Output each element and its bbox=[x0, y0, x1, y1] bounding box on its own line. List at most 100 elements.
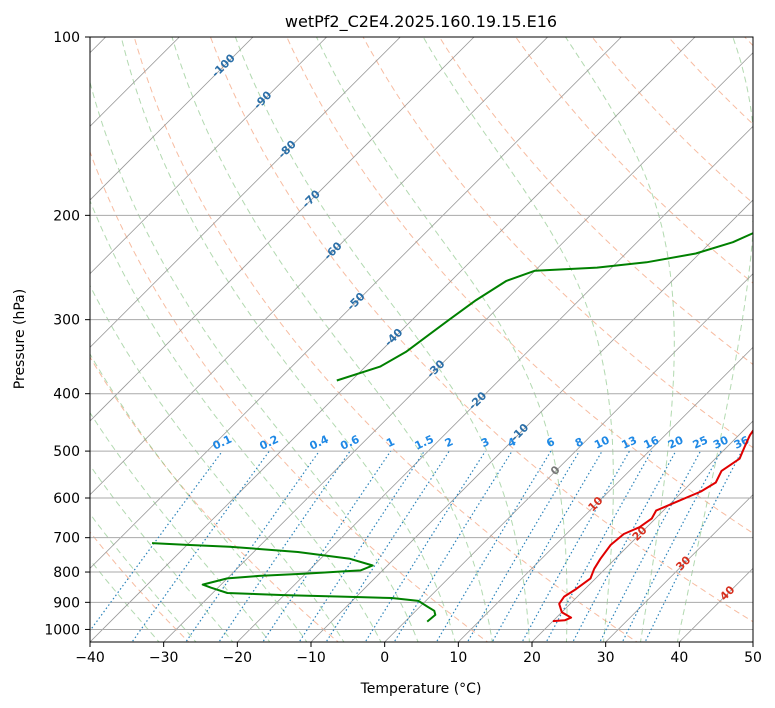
isotherm-label: -60 bbox=[321, 239, 344, 262]
y-tick-label: 700 bbox=[53, 531, 80, 547]
isotherm-label: -100 bbox=[209, 51, 238, 80]
x-axis: −40 −30 −20 −10 0 10 20 30 40 50 bbox=[75, 642, 762, 666]
mixing-ratio-labels: 0.1 0.2 0.4 0.6 1 1.5 2 3 4 6 8 10 13 16 20 25 30 36 bbox=[211, 433, 752, 453]
isotherm-line bbox=[678, 567, 753, 642]
mixing-ratio-label: 3 bbox=[479, 435, 491, 450]
isotherm-line bbox=[90, 37, 254, 201]
y-tick-label: 300 bbox=[53, 313, 80, 329]
moist-adiabat bbox=[90, 513, 197, 642]
moist-adiabat bbox=[90, 80, 419, 642]
chart-title: wetPf2_C2E4.2025.160.19.15.E16 bbox=[285, 12, 557, 32]
isotherm-label: -50 bbox=[344, 290, 367, 313]
y-tick-label: 900 bbox=[53, 595, 80, 611]
mixing-ratio-line bbox=[325, 450, 450, 642]
x-tick-label: 10 bbox=[449, 650, 467, 666]
isotherm-line bbox=[605, 494, 753, 642]
x-tick-label: −20 bbox=[223, 650, 253, 666]
moist-adiabat bbox=[565, 37, 675, 642]
x-tick-label: −30 bbox=[149, 650, 179, 666]
isotherm-label: -70 bbox=[300, 187, 323, 210]
y-tick-label: 400 bbox=[53, 387, 80, 403]
y-axis: 1000 900 800 700 600 500 400 300 200 100 bbox=[44, 30, 90, 638]
mixing-ratio-label: 36 bbox=[732, 433, 752, 451]
mixing-ratio-line bbox=[466, 450, 580, 642]
isotherm-label: 40 bbox=[717, 583, 737, 603]
dry-adiabat bbox=[133, 37, 638, 642]
dry-adiabat bbox=[438, 37, 753, 366]
moist-adiabat bbox=[90, 199, 382, 642]
dry-adiabat bbox=[90, 531, 190, 642]
mixing-ratio-line bbox=[131, 450, 270, 642]
mixing-ratio-line bbox=[599, 450, 702, 642]
moist-adiabat bbox=[90, 284, 345, 642]
y-tick-label: 100 bbox=[53, 30, 80, 46]
mixing-ratio-line bbox=[393, 450, 513, 642]
mixing-ratio-line bbox=[435, 450, 552, 642]
mixing-ratio-label: 0.4 bbox=[307, 433, 330, 453]
isotherm-label: -40 bbox=[382, 326, 405, 349]
mixing-ratio-label: 30 bbox=[711, 433, 731, 451]
mixing-ratio-line bbox=[90, 450, 223, 632]
mixing-ratio-label: 16 bbox=[642, 433, 662, 451]
background-lines bbox=[90, 37, 753, 642]
y-tick-label: 800 bbox=[53, 565, 80, 581]
x-tick-label: −40 bbox=[75, 650, 105, 666]
mixing-ratio-line bbox=[644, 450, 743, 642]
x-axis-label: Temperature (°C) bbox=[360, 681, 482, 697]
mixing-ratio-label: 13 bbox=[620, 434, 639, 452]
isotherm-line bbox=[457, 346, 753, 642]
x-tick-label: 40 bbox=[670, 650, 688, 666]
dry-adiabat bbox=[515, 37, 753, 284]
mixing-ratio-line bbox=[185, 450, 320, 642]
mixing-ratio-line bbox=[621, 450, 722, 642]
isotherm-line bbox=[236, 125, 753, 642]
mixing-ratio-label: 20 bbox=[666, 433, 686, 451]
dry-adiabat bbox=[286, 37, 753, 534]
profile-series-1 bbox=[151, 542, 437, 623]
y-tick-label: 1000 bbox=[44, 622, 80, 638]
isotherm-label: -80 bbox=[276, 138, 299, 161]
isotherm-line bbox=[310, 199, 753, 642]
isotherm-line bbox=[90, 37, 328, 275]
profile-series-2 bbox=[336, 220, 753, 382]
plot-frame bbox=[89, 36, 754, 643]
moist-adiabat bbox=[90, 464, 234, 642]
isotherm-line bbox=[90, 37, 180, 127]
sounding-profiles bbox=[151, 220, 753, 623]
x-tick-label: 20 bbox=[523, 650, 541, 666]
mixing-ratio-label: 1.5 bbox=[413, 433, 436, 453]
isotherm-label: 0 bbox=[548, 463, 563, 478]
dry-adiabat bbox=[90, 150, 489, 642]
y-tick-label: 200 bbox=[53, 208, 80, 224]
isotherm-line bbox=[163, 52, 753, 642]
isotherm-line bbox=[90, 37, 549, 496]
isotherm-line bbox=[90, 37, 475, 422]
y-tick-label: 600 bbox=[53, 491, 80, 507]
mixing-ratio-label: 25 bbox=[691, 434, 710, 452]
isotherm-line bbox=[752, 641, 753, 642]
profile-series-0 bbox=[552, 428, 753, 623]
isotherm-line bbox=[531, 420, 753, 642]
mixing-ratio-line bbox=[298, 450, 425, 642]
isotherm-label: 30 bbox=[673, 553, 693, 573]
x-tick-label: 50 bbox=[744, 650, 762, 666]
moist-adiabat bbox=[316, 37, 568, 642]
y-axis-label: Pressure (hPa) bbox=[12, 289, 28, 389]
x-tick-label: 30 bbox=[597, 650, 615, 666]
mixing-ratio-line bbox=[364, 450, 486, 642]
moist-adiabat bbox=[120, 37, 456, 642]
moist-adiabat bbox=[90, 353, 308, 642]
isotherm-line bbox=[90, 37, 622, 569]
isotherm-label: -20 bbox=[466, 389, 489, 412]
moist-adiabat bbox=[90, 411, 271, 642]
y-tick-label: 500 bbox=[53, 444, 80, 460]
x-tick-label: 0 bbox=[380, 650, 389, 666]
isotherm-label: -90 bbox=[251, 88, 274, 111]
x-tick-label: −10 bbox=[296, 650, 326, 666]
mixing-ratio-label: 6 bbox=[544, 435, 557, 450]
isotherm-line bbox=[90, 37, 696, 642]
dry-adiabat bbox=[744, 37, 753, 47]
mixing-ratio-label: 0.6 bbox=[338, 433, 361, 453]
